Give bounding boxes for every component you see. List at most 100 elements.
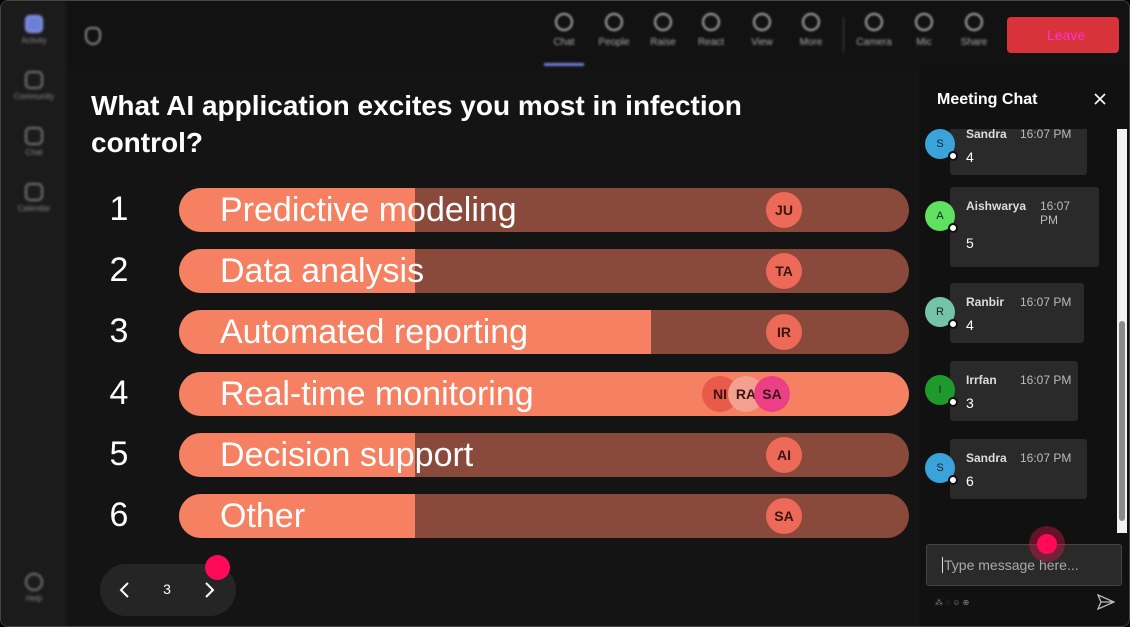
shield-icon	[85, 27, 101, 45]
avatar-initial: A	[936, 210, 944, 222]
scrollbar	[1117, 129, 1127, 533]
sidebar-label: Help	[25, 594, 43, 603]
message-time: 16:07 PM	[1020, 295, 1072, 309]
chat-message: Sandra 16:07 PM 6	[950, 439, 1087, 499]
option-label: Decision support	[220, 435, 474, 474]
status-dot	[948, 151, 958, 161]
option-bar-fill	[179, 188, 416, 232]
page-number: 3	[163, 581, 171, 597]
toolbar-icon	[605, 13, 623, 31]
voter-avatar: IR	[766, 314, 802, 351]
send-button[interactable]	[1097, 594, 1115, 610]
avatar-initial: S	[936, 138, 944, 150]
message-list: Sandra 16:07 PM 4 S Aishwarya 16:07 PM 5 A Ranbi…	[919, 129, 1115, 533]
option-label: Other	[220, 497, 306, 535]
toolbar-label: Chat	[553, 37, 575, 48]
toolbar-label: Raise	[650, 37, 676, 48]
toolbar-button[interactable]: Share	[954, 13, 994, 48]
sender-name: Irrfan	[966, 373, 997, 387]
next-button[interactable]	[202, 581, 216, 599]
avatar: A	[925, 201, 958, 233]
scroll-thumb[interactable]	[1119, 321, 1125, 521]
option-bar-track	[179, 371, 909, 416]
input-placeholder: Type message here...	[942, 557, 1079, 573]
sidebar-icon	[25, 15, 43, 33]
option-number: 1	[109, 190, 129, 228]
toolbar-label: Camera	[856, 37, 892, 48]
poll-question: What AI application excites you most in …	[91, 90, 742, 158]
cursor-dot	[205, 555, 230, 580]
avatar: S	[925, 129, 958, 161]
voter-avatar: SA	[766, 498, 802, 534]
toolbar-button[interactable]: People	[594, 13, 634, 48]
prev-button[interactable]	[118, 581, 132, 599]
divider	[843, 17, 844, 53]
voter-avatar: AI	[766, 436, 802, 473]
toolbar-button[interactable]: Camera	[854, 13, 894, 48]
status-dot	[948, 319, 958, 329]
sidebar: Activity Community Chat Calendar Help	[1, 1, 67, 626]
option-number: 3	[109, 312, 129, 351]
toolbar-button[interactable]: More	[791, 13, 831, 48]
option-bar-fill	[179, 310, 652, 355]
sidebar-icon	[25, 71, 43, 89]
option-label: Automated reporting	[220, 313, 529, 352]
sidebar-item[interactable]: Calendar	[1, 183, 67, 213]
message-text: 3	[966, 395, 974, 411]
sender-name: Sandra	[966, 451, 1007, 465]
sidebar-label: Community	[13, 92, 55, 101]
avatar: S	[925, 453, 958, 485]
toolbar: Chat People Raise React View More Camera Mic Sha…	[67, 1, 1129, 69]
option-label: Predictive modeling	[220, 191, 517, 229]
message-time: 16:07 PM	[1020, 451, 1072, 465]
sidebar-icon	[25, 183, 43, 201]
leave-button[interactable]: Leave	[1007, 17, 1119, 53]
toolbar-icon	[702, 13, 720, 31]
toolbar-label: React	[697, 37, 725, 48]
status-dot	[948, 475, 958, 485]
option-bar-fill	[179, 249, 416, 294]
sender-name: Sandra	[966, 129, 1007, 141]
toolbar-button[interactable]: Mic	[904, 13, 944, 48]
sender-name: Aishwarya	[966, 199, 1027, 213]
toolbar-icon	[753, 13, 771, 31]
message-time: 16:07 PM	[1020, 373, 1072, 387]
message-input[interactable]: Type message here...	[926, 544, 1122, 586]
active-tab-indicator	[544, 63, 584, 66]
option-number: 6	[109, 496, 129, 534]
option-bar-fill	[179, 432, 416, 477]
sidebar-label: Chat	[25, 148, 43, 157]
sidebar-icon	[25, 127, 43, 145]
option-bar-fill	[179, 494, 416, 538]
option-number: 5	[109, 434, 129, 473]
voter-avatar: SA	[754, 375, 790, 412]
option-label: Real-time monitoring	[220, 374, 534, 413]
chat-message: Aishwarya 16:07 PM 5	[950, 187, 1099, 267]
cursor-halo	[1029, 526, 1065, 562]
sidebar-item[interactable]: Help	[1, 573, 67, 603]
toolbar-button[interactable]: Chat	[544, 13, 584, 48]
sidebar-label: Activity	[21, 36, 47, 45]
sidebar-icon	[25, 573, 43, 591]
sidebar-item[interactable]: Chat	[1, 127, 67, 157]
toolbar-button[interactable]: React	[691, 13, 731, 48]
chat-panel: Meeting Chat Sandra 16:07 PM 4 S Aishwarya 16…	[919, 69, 1129, 626]
toolbar-label: People	[598, 37, 630, 48]
toolbar-icon	[865, 13, 883, 31]
toolbar-button[interactable]: View	[742, 13, 782, 48]
toolbar-icon	[915, 13, 933, 31]
sidebar-label: Calendar	[17, 204, 51, 213]
sidebar-item[interactable]: Activity	[1, 15, 67, 45]
chat-message: Irrfan 16:07 PM 3	[950, 361, 1078, 421]
toolbar-label: More	[799, 37, 823, 48]
voter-avatar: JU	[766, 192, 802, 228]
close-button[interactable]	[1093, 92, 1107, 106]
toolbar-icon	[654, 13, 672, 31]
toolbar-icon	[555, 13, 573, 31]
sidebar-item[interactable]: Community	[1, 71, 67, 101]
toolbar-button[interactable]: Raise	[643, 13, 683, 48]
toolbar-label: Share	[960, 37, 988, 48]
voter-avatar: TA	[766, 253, 802, 290]
avatar: R	[925, 297, 958, 329]
